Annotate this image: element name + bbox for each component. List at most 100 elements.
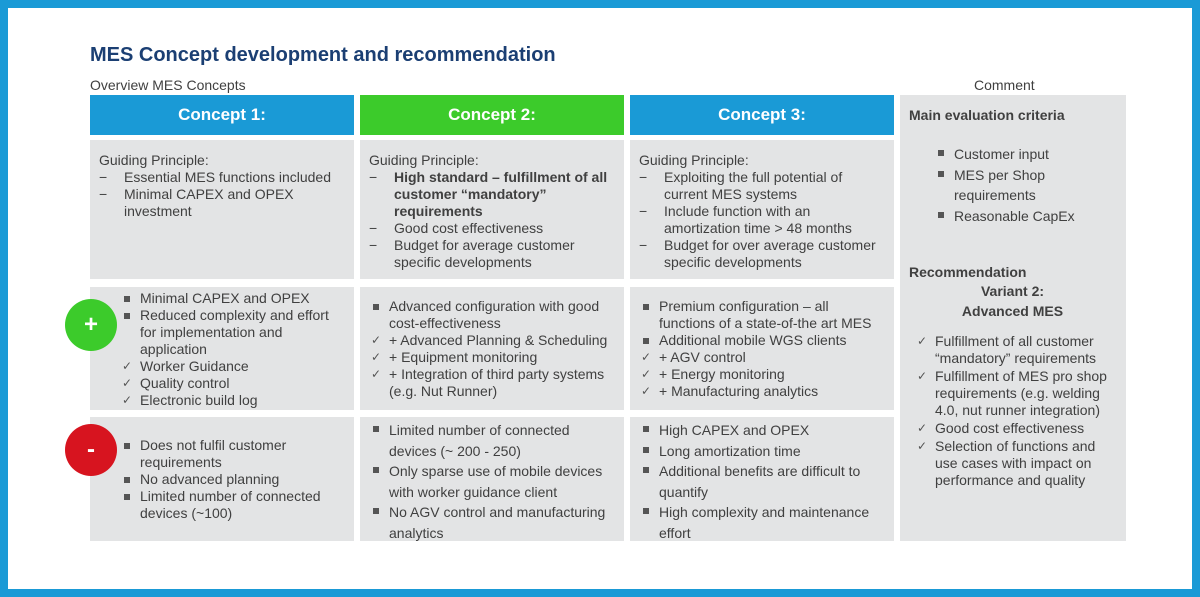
guiding-item: − High standard – fulfillment of all cust… [369, 169, 616, 220]
criteria-item: Customer input [934, 144, 1116, 165]
criteria-text: Customer input [954, 146, 1049, 162]
check-bullet-icon: ✓ [917, 369, 928, 383]
concept-3-pros: Premium configuration – all functions of… [630, 287, 894, 410]
dash-marker: − [369, 169, 378, 185]
con-text: Additional benefits are difficult to qua… [659, 463, 861, 500]
square-bullet-icon [124, 494, 130, 500]
guiding-text: Exploiting the full potential of current… [664, 169, 843, 202]
check-bullet-icon: ✓ [641, 367, 652, 381]
dash-marker: − [639, 203, 648, 219]
con-text: Does not fulfil customer requirements [140, 437, 287, 470]
pro-text: Electronic build log [140, 392, 258, 408]
concept-3-cons: High CAPEX and OPEX Long amortization tim… [630, 417, 894, 541]
con-item: Does not fulfil customer requirements [120, 437, 346, 471]
guiding-item: − Include function with an amortization t… [639, 203, 886, 237]
pro-item: ✓ + Energy monitoring [639, 366, 886, 383]
pro-text: Advanced configuration with good cost-ef… [389, 298, 600, 331]
concept-1-header: Concept 1: [90, 95, 354, 135]
pro-text: Quality control [140, 375, 230, 391]
pro-text: Minimal CAPEX and OPEX [140, 290, 310, 306]
guiding-item: − Budget for over average customer specif… [639, 237, 886, 271]
pro-item: ✓ + Equipment monitoring [369, 349, 616, 366]
guiding-principle-title: Guiding Principle: [99, 152, 209, 168]
recommendation-title: Recommendation [909, 264, 1027, 280]
guiding-text: Minimal CAPEX and OPEX investment [124, 186, 294, 219]
check-bullet-icon: ✓ [122, 359, 133, 373]
concept-2-header: Concept 2: [360, 95, 624, 135]
square-bullet-icon [373, 508, 379, 514]
check-bullet-icon: ✓ [122, 393, 133, 407]
criteria-item: Reasonable CapEx [934, 206, 1116, 227]
recommendation-point: ✓ Selection of functions and use cases wi… [915, 438, 1116, 489]
square-bullet-icon [373, 426, 379, 432]
pro-item: ✓ Quality control [120, 375, 346, 392]
pro-text: + Energy monitoring [659, 366, 785, 382]
con-text: No AGV control and manufacturing analyti… [389, 504, 606, 541]
guiding-item: − Minimal CAPEX and OPEX investment [99, 186, 346, 220]
square-bullet-icon [643, 426, 649, 432]
dash-marker: − [99, 169, 108, 185]
cons-minus-icon: - [65, 424, 117, 476]
con-text: Only sparse use of mobile devices with w… [389, 463, 603, 500]
dash-marker: − [369, 237, 378, 253]
pro-item: ✓ + Integration of third party systems (e… [369, 366, 616, 400]
pro-text: Additional mobile WGS clients [659, 332, 847, 348]
recommendation-point-text: Fulfillment of MES pro shop requirements… [935, 368, 1107, 418]
criteria-title: Main evaluation criteria [909, 107, 1065, 123]
check-bullet-icon: ✓ [371, 367, 382, 381]
variant-line: Advanced MES [961, 303, 1064, 319]
dash-marker: − [639, 169, 648, 185]
con-text: Limited number of connected devices (~10… [140, 488, 321, 521]
guiding-item: − Essential MES functions included [99, 169, 346, 186]
guiding-item: − Good cost effectiveness [369, 220, 616, 237]
concept-1-pros: Minimal CAPEX and OPEX Reduced complexity… [90, 287, 354, 410]
square-bullet-icon [643, 338, 649, 344]
comment-panel: Main evaluation criteria Customer input … [900, 95, 1126, 541]
con-item: Limited number of connected devices (~10… [120, 488, 346, 522]
guiding-principle-title: Guiding Principle: [369, 152, 479, 168]
con-text: High complexity and maintenance effort [659, 504, 870, 541]
square-bullet-icon [938, 170, 944, 177]
criteria-text: MES per Shop requirements [954, 166, 1046, 204]
square-bullet-icon [643, 446, 649, 453]
pro-text: + AGV control [659, 349, 746, 365]
con-item: High CAPEX and OPEX [639, 420, 886, 441]
square-bullet-icon [373, 304, 379, 310]
square-bullet-icon [938, 211, 944, 218]
criteria-item: MES per Shop requirements [934, 165, 1116, 206]
pro-text: Premium configuration – all functions of… [659, 298, 872, 331]
con-item: Only sparse use of mobile devices with w… [369, 461, 616, 502]
con-item: Additional benefits are difficult to qua… [639, 461, 886, 502]
square-bullet-icon [938, 150, 944, 156]
con-item: No advanced planning [120, 471, 346, 488]
check-bullet-icon: ✓ [641, 384, 652, 398]
pro-item: Minimal CAPEX and OPEX [120, 290, 346, 307]
recommendation-point-text: Good cost effectiveness [935, 420, 1085, 436]
concept-2-pros: Advanced configuration with good cost-ef… [360, 287, 624, 410]
concept-1-cons: Does not fulfil customer requirements No … [90, 417, 354, 541]
guiding-text: Good cost effectiveness [394, 220, 544, 236]
con-text: Long amortization time [659, 442, 801, 459]
recommendation-point: ✓ Good cost effectiveness [915, 420, 1116, 437]
check-bullet-icon: ✓ [641, 350, 652, 364]
square-bullet-icon [643, 508, 649, 514]
pro-item: Premium configuration – all functions of… [639, 298, 886, 332]
pro-text: + Manufacturing analytics [659, 383, 819, 399]
square-bullet-icon [643, 304, 649, 310]
pro-item: Additional mobile WGS clients [639, 332, 886, 349]
recommendation-point-text: Fulfillment of all customer “mandatory” … [935, 333, 1097, 366]
check-bullet-icon: ✓ [371, 350, 382, 364]
pro-text: + Equipment monitoring [389, 349, 538, 365]
recommendation-point: ✓ Fulfillment of MES pro shop requirement… [915, 368, 1116, 419]
guiding-text: High standard – fulfillment of all custo… [394, 169, 608, 219]
check-bullet-icon: ✓ [122, 376, 133, 390]
slide-title: MES Concept development and recommendati… [90, 44, 556, 66]
comment-label: Comment [974, 77, 1035, 93]
guiding-text: Include function with an amortization ti… [664, 203, 852, 236]
recommendation-variant: Variant 2: Advanced MES [909, 281, 1116, 321]
check-bullet-icon: ✓ [371, 333, 382, 347]
pro-item: Advanced configuration with good cost-ef… [369, 298, 616, 332]
variant-line: Variant 2: [980, 283, 1045, 299]
con-item: Long amortization time [639, 441, 886, 462]
pro-item: ✓ + AGV control [639, 349, 886, 366]
